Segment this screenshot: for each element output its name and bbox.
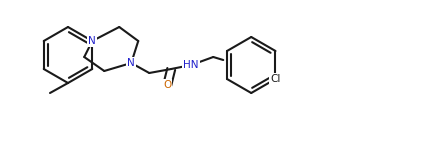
Text: N: N <box>88 36 96 46</box>
Text: Cl: Cl <box>270 74 281 84</box>
Text: N: N <box>127 58 135 68</box>
Text: O: O <box>163 80 171 90</box>
Text: HN: HN <box>184 60 199 70</box>
